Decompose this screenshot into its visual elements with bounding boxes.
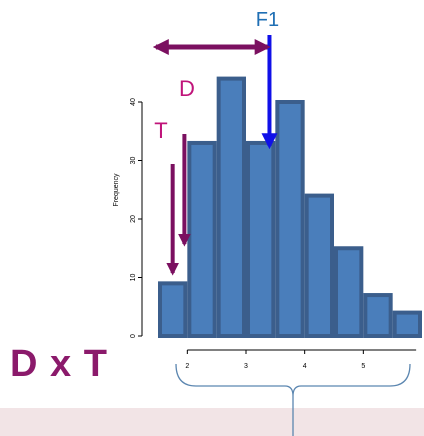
annotation-layer: F1 DT: [152, 9, 411, 436]
dxt-label: D x T: [10, 343, 108, 385]
y-tick-label: 0: [130, 334, 137, 338]
bars-layer: [158, 76, 422, 339]
d-label: D: [179, 76, 195, 101]
y-tick-label: 10: [130, 274, 137, 282]
histogram-bar-2: [187, 140, 217, 338]
x-tick-label: 5: [361, 363, 365, 370]
histogram-bar-5: [275, 100, 305, 338]
y-tick-label: 30: [130, 157, 137, 165]
axes-layer: 0 10 20 30 40 Frequency 2 3 4 5: [113, 98, 417, 370]
range-brace: [175, 363, 411, 397]
histogram-bar-3: [216, 76, 247, 338]
t-label: T: [154, 118, 167, 143]
background-band: [0, 408, 424, 436]
y-axis-label: Frequency: [113, 173, 120, 207]
x-tick-label: 2: [185, 363, 189, 370]
x-tick-label: 3: [244, 363, 248, 370]
y-tick-label: 40: [130, 98, 137, 106]
histogram-bar-7: [334, 246, 364, 338]
histogram-bar-1: [158, 281, 188, 339]
histogram-bar-9: [392, 310, 422, 339]
histogram-bar-4: [246, 140, 276, 338]
histogram-bar-6: [304, 193, 334, 338]
x-tick-label: 4: [303, 363, 307, 370]
y-tick-label: 20: [130, 215, 137, 223]
f1-label: F1: [256, 9, 279, 31]
histogram-bar-8: [363, 293, 393, 338]
